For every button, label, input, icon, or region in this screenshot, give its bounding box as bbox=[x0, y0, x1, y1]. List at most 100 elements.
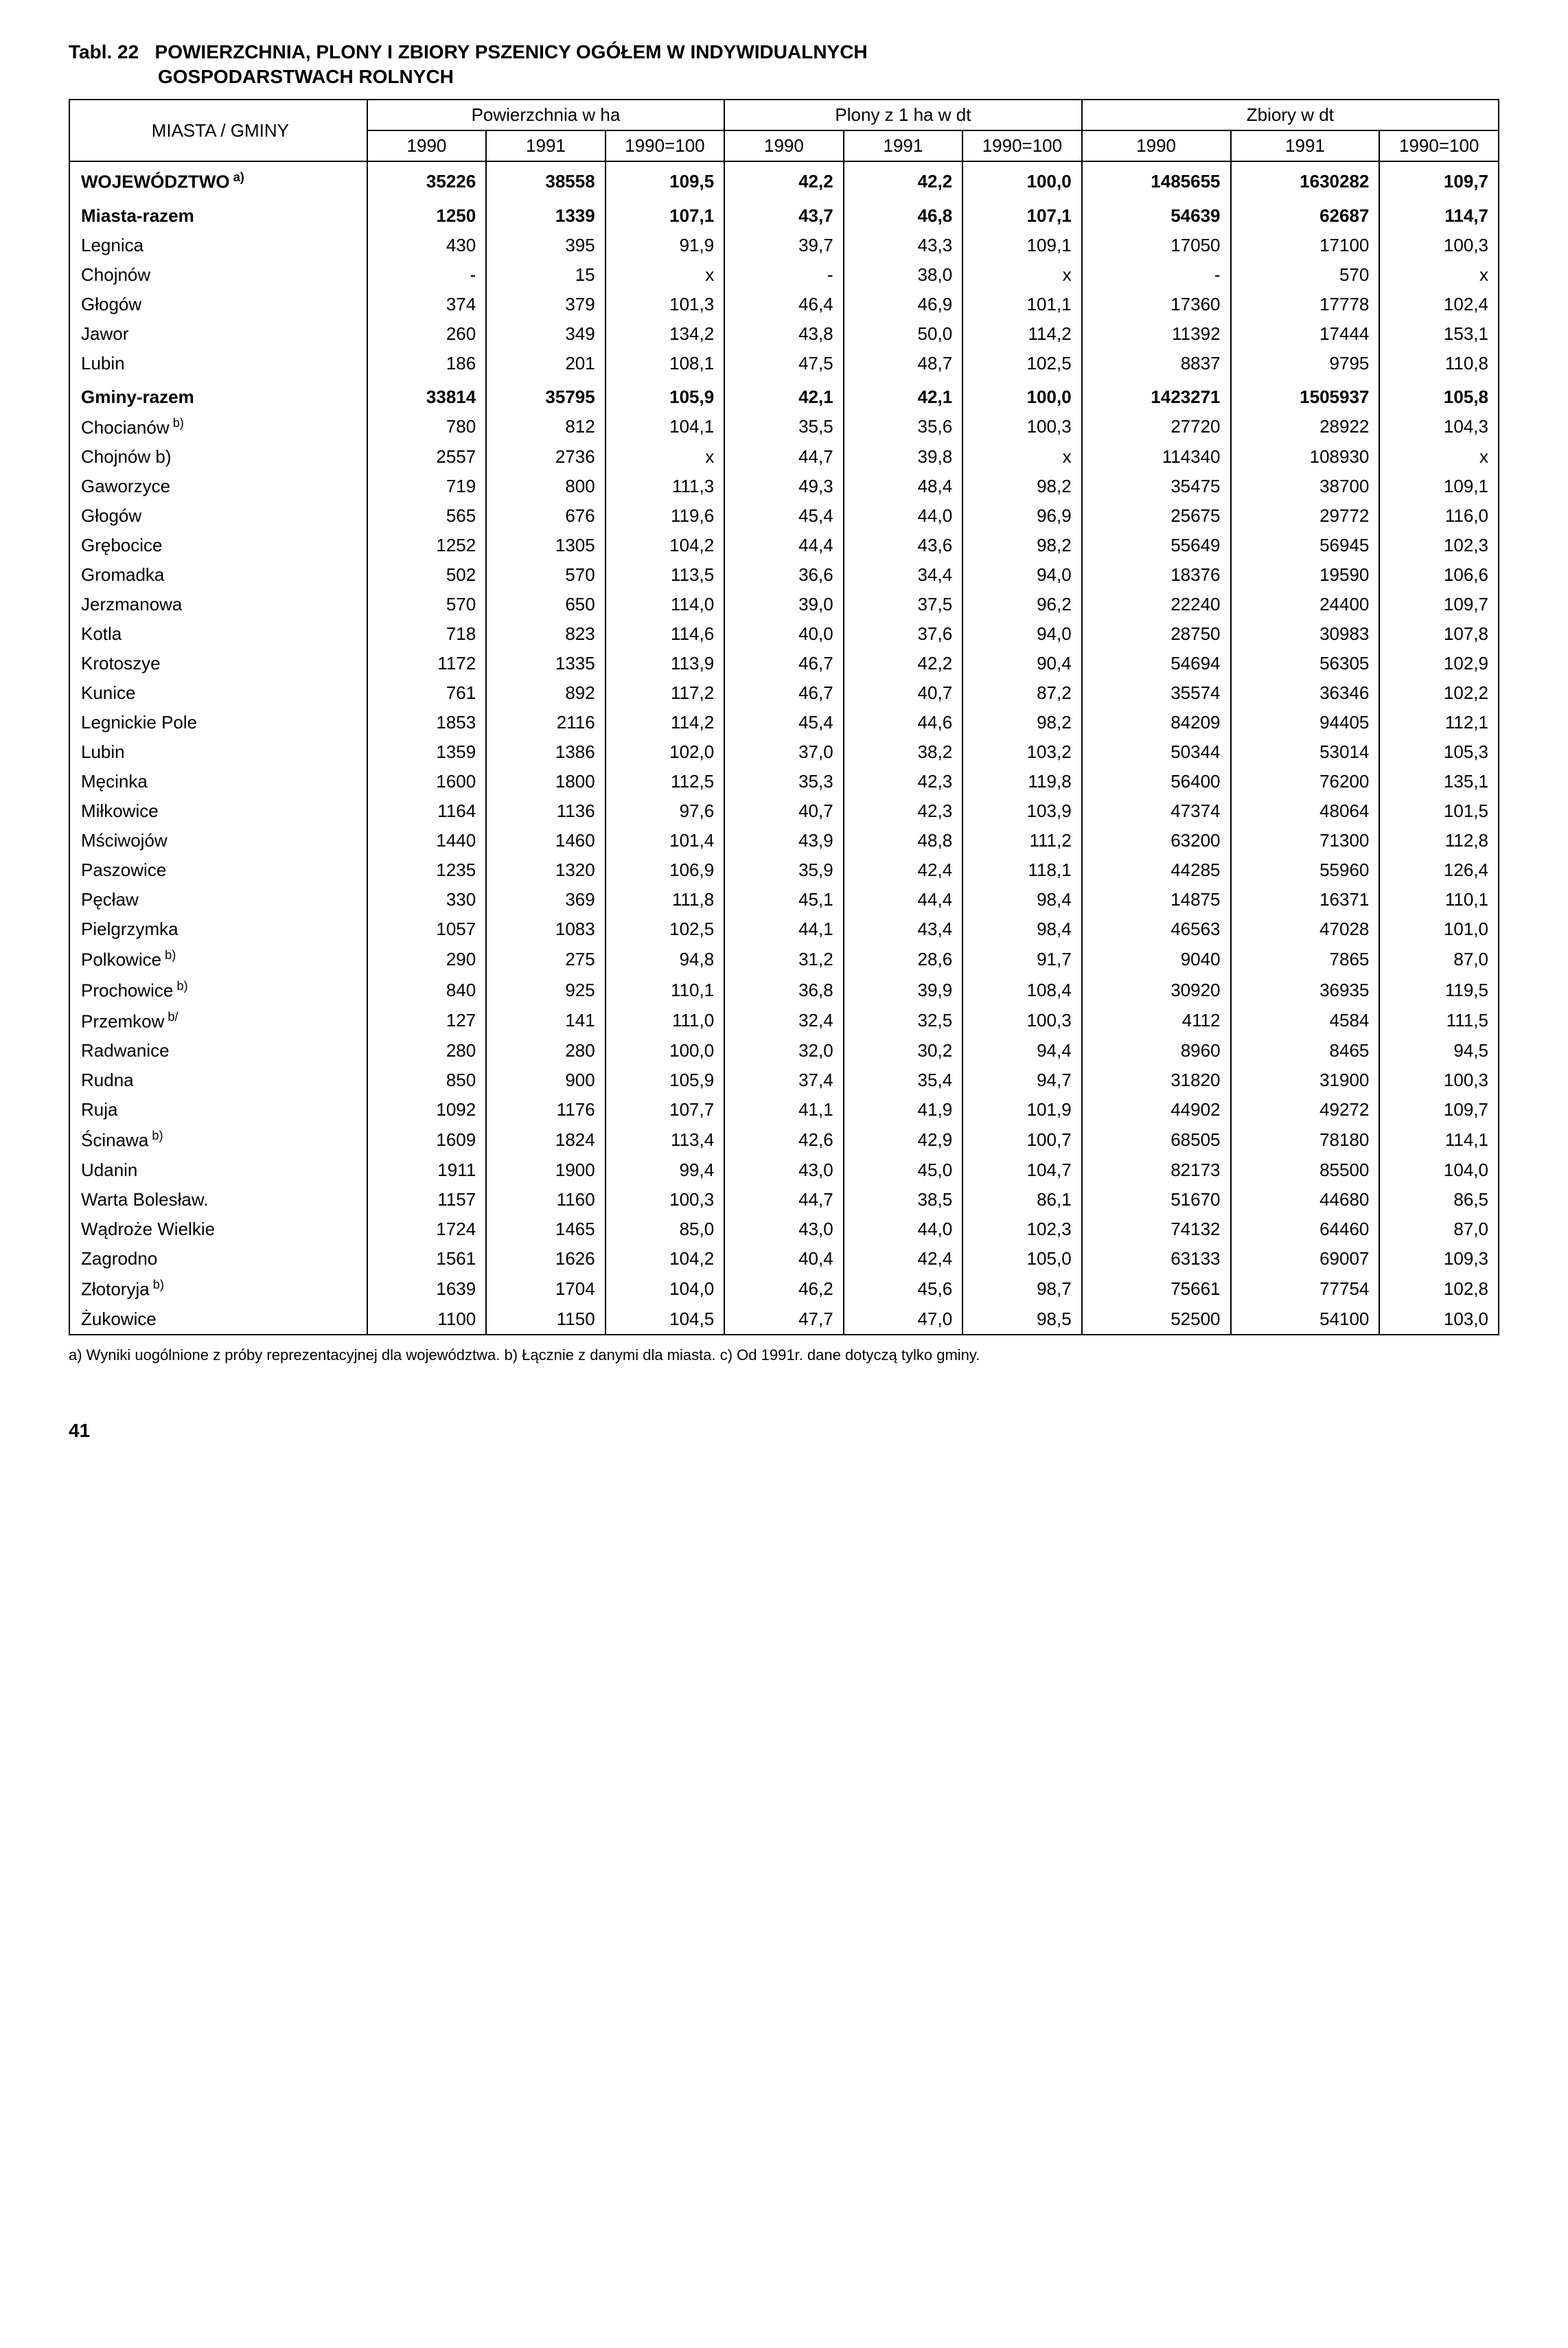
cell-value: 48,8 bbox=[844, 826, 962, 855]
cell-value: 102,5 bbox=[606, 914, 724, 944]
cell-value: 280 bbox=[486, 1036, 605, 1066]
cell-value: 374 bbox=[367, 290, 486, 319]
cell-value: 430 bbox=[367, 231, 486, 260]
cell-value: 56305 bbox=[1231, 649, 1380, 678]
row-name: Legnickie Pole bbox=[69, 708, 367, 737]
table-row: Jerzmanowa570650114,039,037,596,22224024… bbox=[69, 590, 1499, 619]
cell-value: 101,3 bbox=[606, 290, 724, 319]
cell-value: x bbox=[1379, 442, 1499, 472]
cell-value: 107,8 bbox=[1379, 619, 1499, 649]
cell-value: 94,7 bbox=[962, 1066, 1082, 1095]
cell-value: 101,5 bbox=[1379, 796, 1499, 826]
cell-value: 8465 bbox=[1231, 1036, 1380, 1066]
row-name: Gromadka bbox=[69, 560, 367, 590]
cell-value: 45,1 bbox=[724, 885, 843, 914]
cell-value: 111,2 bbox=[962, 826, 1082, 855]
cell-value: 110,1 bbox=[606, 975, 724, 1006]
cell-value: 100,3 bbox=[1379, 1066, 1499, 1095]
table-row: Miłkowice1164113697,640,742,3103,9473744… bbox=[69, 796, 1499, 826]
cell-value: 32,5 bbox=[844, 1006, 962, 1037]
cell-value: 98,4 bbox=[962, 885, 1082, 914]
cell-value: 1320 bbox=[486, 855, 605, 885]
row-name: Warta Bolesław. bbox=[69, 1185, 367, 1215]
cell-value: 85,0 bbox=[606, 1215, 724, 1244]
cell-value: 47374 bbox=[1082, 796, 1231, 826]
cell-value: 43,8 bbox=[724, 319, 843, 349]
cell-value: 43,9 bbox=[724, 826, 843, 855]
cell-value: 14875 bbox=[1082, 885, 1231, 914]
cell-value: 116,0 bbox=[1379, 501, 1499, 531]
cell-value: 102,4 bbox=[1379, 290, 1499, 319]
cell-value: 36346 bbox=[1231, 678, 1380, 708]
cell-value: 113,5 bbox=[606, 560, 724, 590]
cell-value: 100,0 bbox=[962, 378, 1082, 412]
cell-value: - bbox=[724, 260, 843, 290]
row-name: Lubin bbox=[69, 349, 367, 378]
table-row: Lubin186201108,147,548,7102,588379795110… bbox=[69, 349, 1499, 378]
cell-value: 104,5 bbox=[606, 1304, 724, 1335]
cell-value: 44,4 bbox=[844, 885, 962, 914]
cell-value: 75661 bbox=[1082, 1274, 1231, 1304]
cell-value: 1505937 bbox=[1231, 378, 1380, 412]
table-row: Mściwojów14401460101,443,948,8111,263200… bbox=[69, 826, 1499, 855]
cell-value: 27720 bbox=[1082, 412, 1231, 443]
cell-value: 1465 bbox=[486, 1215, 605, 1244]
row-header-label: MIASTA / GMINY bbox=[69, 100, 367, 161]
cell-value: 38558 bbox=[486, 161, 605, 197]
table-row: Prochowice b)840925110,136,839,9108,4309… bbox=[69, 975, 1499, 1006]
table-row: Ścinawa b)16091824113,442,642,9100,76850… bbox=[69, 1125, 1499, 1155]
cell-value: 39,7 bbox=[724, 231, 843, 260]
table-row: Zagrodno15611626104,240,442,4105,0631336… bbox=[69, 1244, 1499, 1274]
cell-value: 100,0 bbox=[606, 1036, 724, 1066]
cell-value: 52500 bbox=[1082, 1304, 1231, 1335]
cell-value: 114,2 bbox=[606, 708, 724, 737]
table-row: Kotla718823114,640,037,694,0287503098310… bbox=[69, 619, 1499, 649]
cell-value: 37,4 bbox=[724, 1066, 843, 1095]
cell-value: 50,0 bbox=[844, 319, 962, 349]
cell-value: 41,1 bbox=[724, 1095, 843, 1125]
cell-value: 107,1 bbox=[962, 197, 1082, 231]
cell-value: 102,2 bbox=[1379, 678, 1499, 708]
cell-value: 44680 bbox=[1231, 1185, 1380, 1215]
cell-value: 1460 bbox=[486, 826, 605, 855]
cell-value: 103,2 bbox=[962, 737, 1082, 767]
cell-value: 1157 bbox=[367, 1185, 486, 1215]
cell-value: 104,2 bbox=[606, 1244, 724, 1274]
row-name: Gminy-razem bbox=[69, 378, 367, 412]
cell-value: 35475 bbox=[1082, 472, 1231, 501]
row-name: Głogów bbox=[69, 501, 367, 531]
cell-value: 8960 bbox=[1082, 1036, 1231, 1066]
row-name: WOJEWÓDZTWO a) bbox=[69, 161, 367, 197]
cell-value: 1164 bbox=[367, 796, 486, 826]
cell-value: 4112 bbox=[1082, 1006, 1231, 1037]
cell-value: 275 bbox=[486, 944, 605, 975]
cell-value: 1485655 bbox=[1082, 161, 1231, 197]
cell-value: 2557 bbox=[367, 442, 486, 472]
cell-value: 94,4 bbox=[962, 1036, 1082, 1066]
cell-value: 1900 bbox=[486, 1155, 605, 1185]
table-row: Wądroże Wielkie1724146585,043,044,0102,3… bbox=[69, 1215, 1499, 1244]
cell-value: 64460 bbox=[1231, 1215, 1380, 1244]
cell-value: 106,9 bbox=[606, 855, 724, 885]
cell-value: 16371 bbox=[1231, 885, 1380, 914]
cell-value: 63200 bbox=[1082, 826, 1231, 855]
row-name: Paszowice bbox=[69, 855, 367, 885]
cell-value: 112,5 bbox=[606, 767, 724, 796]
table-body: WOJEWÓDZTWO a)3522638558109,542,242,2100… bbox=[69, 161, 1499, 1335]
cell-value: 101,4 bbox=[606, 826, 724, 855]
cell-value: 2736 bbox=[486, 442, 605, 472]
cell-value: 100,7 bbox=[962, 1125, 1082, 1155]
cell-value: 43,0 bbox=[724, 1215, 843, 1244]
row-name: Jawor bbox=[69, 319, 367, 349]
row-name: Kotla bbox=[69, 619, 367, 649]
cell-value: 1150 bbox=[486, 1304, 605, 1335]
row-name: Chojnów bbox=[69, 260, 367, 290]
cell-value: 111,0 bbox=[606, 1006, 724, 1037]
table-row: WOJEWÓDZTWO a)3522638558109,542,242,2100… bbox=[69, 161, 1499, 197]
cell-value: 39,9 bbox=[844, 975, 962, 1006]
cell-value: 104,3 bbox=[1379, 412, 1499, 443]
cell-value: 108,1 bbox=[606, 349, 724, 378]
cell-value: 280 bbox=[367, 1036, 486, 1066]
cell-value: 34,4 bbox=[844, 560, 962, 590]
cell-value: 1824 bbox=[486, 1125, 605, 1155]
